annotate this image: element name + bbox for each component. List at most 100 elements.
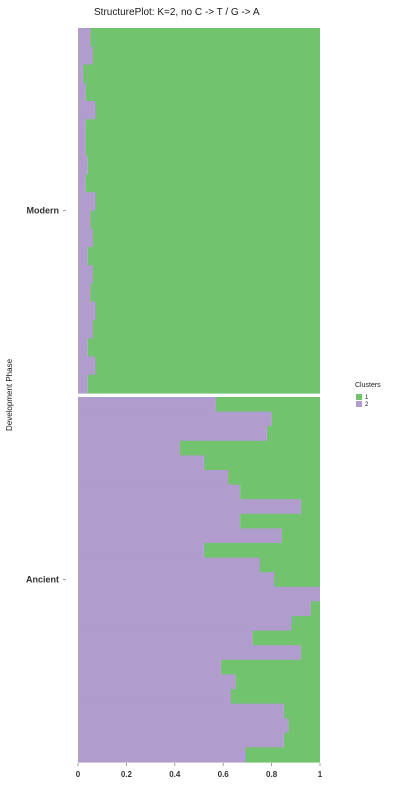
bar-cluster1	[87, 347, 321, 358]
bar-cluster1	[220, 659, 320, 675]
bar-cluster1	[90, 37, 320, 47]
bar-cluster2	[78, 356, 95, 367]
bar-cluster1	[87, 164, 321, 175]
x-tick-label: 0	[76, 770, 81, 779]
bar-cluster1	[235, 674, 320, 690]
bar-cluster1	[85, 119, 320, 129]
bar-cluster1	[290, 616, 320, 632]
bar-cluster1	[271, 411, 320, 427]
bar-cluster1	[92, 46, 321, 56]
bar-cluster2	[78, 237, 93, 248]
bar-cluster1	[87, 256, 321, 266]
bar-cluster1	[240, 484, 320, 500]
bar-cluster2	[78, 440, 180, 456]
bar-cluster2	[78, 91, 86, 102]
bar-cluster1	[300, 645, 320, 661]
bar-cluster1	[85, 82, 320, 93]
bar-cluster2	[78, 484, 241, 500]
legend-swatch	[356, 394, 362, 400]
bar-cluster1	[259, 557, 320, 573]
bar-cluster1	[90, 292, 320, 303]
x-tick-label: 0.2	[121, 770, 133, 779]
bar-cluster2	[78, 674, 236, 690]
bar-cluster2	[78, 347, 88, 358]
bar-cluster1	[90, 210, 320, 221]
bar-cluster1	[85, 128, 320, 139]
x-axis: 0 0.2 0.4 0.6 0.8 1	[76, 763, 323, 779]
y-axis-label: Development Phase	[5, 358, 14, 431]
bar-cluster2	[78, 265, 93, 275]
bar-cluster1	[92, 228, 321, 239]
bar-cluster2	[78, 616, 291, 632]
bar-cluster1	[228, 470, 320, 486]
bar-cluster1	[94, 310, 320, 321]
bar-cluster2	[78, 164, 88, 175]
bar-cluster1	[92, 237, 321, 248]
bar-cluster2	[78, 645, 301, 661]
x-tick-label: 1	[318, 770, 323, 779]
bar-cluster2	[78, 374, 88, 385]
bar-cluster2	[78, 338, 88, 348]
bar-cluster2	[78, 101, 95, 111]
bar-cluster2	[78, 732, 284, 748]
bar-cluster2	[78, 586, 320, 602]
bar-cluster2	[78, 499, 301, 515]
legend-title: Clusters	[355, 382, 381, 389]
bar-cluster2	[78, 383, 88, 394]
bar-cluster2	[78, 228, 93, 239]
bar-cluster2	[78, 256, 88, 266]
x-tick-label: 0.4	[169, 770, 181, 779]
bar-cluster2	[78, 543, 204, 559]
bar-cluster2	[78, 28, 91, 38]
bar-cluster1	[94, 301, 320, 312]
bar-cluster2	[78, 718, 289, 734]
bar-cluster1	[283, 703, 320, 719]
bar-cluster2	[78, 630, 253, 646]
bar-cluster2	[78, 46, 93, 56]
bar-cluster1	[94, 356, 320, 367]
bar-cluster2	[78, 455, 204, 471]
bar-cluster1	[94, 365, 320, 376]
bar-cluster2	[78, 155, 88, 166]
bar-cluster2	[78, 210, 91, 221]
bar-cluster2	[78, 128, 86, 139]
bar-cluster1	[87, 155, 321, 166]
bar-cluster2	[78, 572, 275, 588]
bar-cluster1	[300, 499, 320, 515]
group-label: Ancient	[26, 575, 59, 585]
bar-cluster2	[78, 689, 231, 705]
bar-cluster2	[78, 192, 95, 202]
bar-cluster1	[92, 55, 321, 66]
bar-cluster1	[94, 101, 320, 111]
bar-cluster2	[78, 55, 93, 66]
bar-cluster2	[78, 470, 229, 486]
bar-cluster2	[78, 601, 311, 617]
bar-cluster1	[240, 513, 320, 529]
bar-cluster1	[94, 110, 320, 120]
legend-label: 1	[365, 395, 369, 401]
bar-cluster2	[78, 365, 95, 376]
bar-cluster2	[78, 219, 91, 230]
bar-cluster2	[78, 426, 267, 442]
bar-cluster2	[78, 557, 260, 573]
bar-cluster2	[78, 183, 86, 193]
bar-cluster1	[215, 397, 320, 413]
bar-cluster1	[85, 174, 320, 184]
group-ancient	[78, 397, 320, 763]
bar-cluster2	[78, 137, 86, 148]
bar-cluster1	[266, 426, 320, 442]
bar-cluster1	[92, 265, 321, 275]
bar-cluster2	[78, 274, 93, 285]
bar-cluster2	[78, 292, 91, 303]
bar-cluster2	[78, 513, 241, 529]
bar-cluster2	[78, 110, 95, 120]
bar-cluster2	[78, 301, 95, 312]
bar-cluster1	[82, 73, 320, 84]
bar-cluster2	[78, 73, 83, 84]
bar-cluster1	[85, 146, 320, 157]
legend-swatch	[356, 401, 362, 407]
bar-cluster1	[281, 528, 320, 544]
legend: Clusters 12	[355, 382, 381, 408]
bar-cluster2	[78, 397, 216, 413]
bar-cluster2	[78, 37, 91, 47]
